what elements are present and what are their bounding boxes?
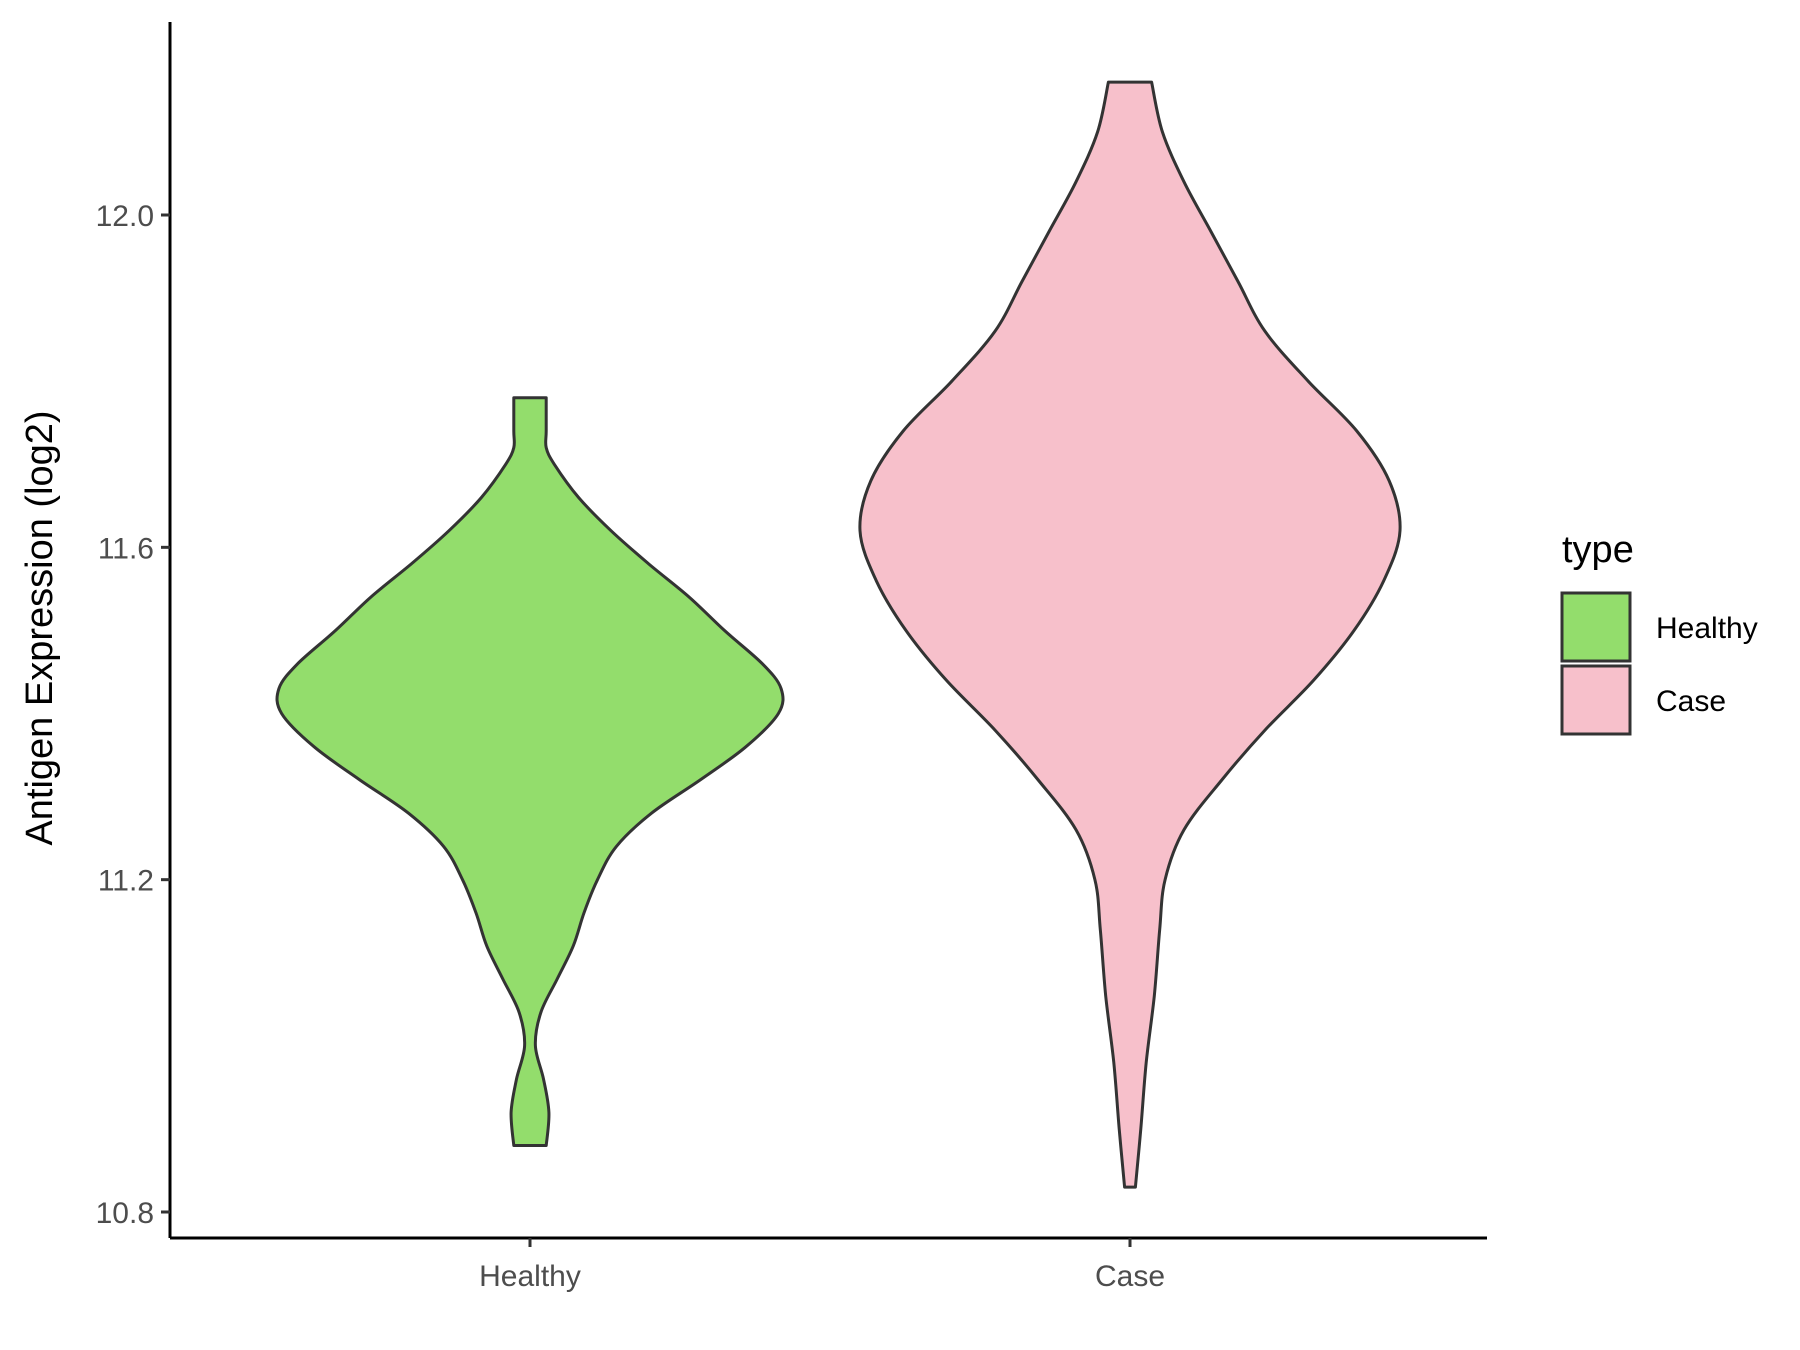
y-tick-label: 12.0 bbox=[96, 200, 154, 233]
legend: type Healthy Case bbox=[1560, 529, 1758, 736]
legend-title: type bbox=[1562, 529, 1634, 571]
x-tick-label: Healthy bbox=[479, 1260, 581, 1293]
legend-key-case bbox=[1560, 664, 1632, 736]
axes-layer: 10.8 11.2 11.6 12.0 Healthy Case bbox=[96, 22, 1487, 1293]
legend-label-case: Case bbox=[1656, 685, 1726, 718]
y-tick-label: 11.2 bbox=[98, 865, 154, 898]
violin-case bbox=[858, 80, 1402, 1189]
violin-layer bbox=[275, 80, 1402, 1189]
y-tick-label: 10.8 bbox=[96, 1197, 154, 1230]
violin-healthy bbox=[275, 396, 785, 1147]
y-tick-label: 11.6 bbox=[98, 532, 154, 565]
y-axis-title: Antigen Expression (log2) bbox=[19, 410, 61, 845]
legend-label-healthy: Healthy bbox=[1656, 612, 1758, 645]
x-tick-label: Case bbox=[1095, 1260, 1165, 1293]
legend-key-healthy bbox=[1560, 591, 1632, 663]
